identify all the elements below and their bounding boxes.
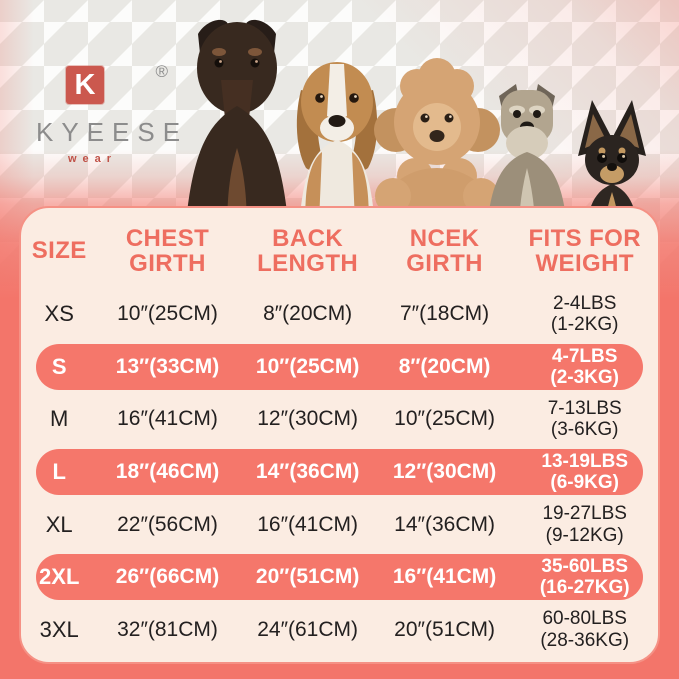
column-header-2: BACK LENGTH: [257, 224, 359, 277]
cell-size: 2XL: [39, 564, 80, 590]
cell-size: L: [52, 459, 66, 485]
table-row-l: L 18″(46CM) 14″(36CM) 12″(30CM) 13-19LBS (6-9…: [21, 446, 658, 499]
cell-chest: 13″(33CM): [115, 354, 220, 378]
cell-chest: 26″(66CM): [115, 565, 220, 589]
cell-neck: 7″(18CM): [400, 302, 490, 326]
cell-neck: 14″(36CM): [394, 512, 495, 536]
cell-back: 16″(41CM): [257, 512, 359, 536]
column-header-0: SIZE: [31, 237, 87, 265]
cell-weight: 4-7LBS (2-3KG): [550, 345, 620, 388]
cell-neck: 20″(51CM): [394, 617, 495, 641]
cell-back: 20″(51CM): [255, 565, 360, 589]
brand-k-icon: K: [66, 66, 104, 104]
brand-name: KYEESE: [36, 117, 189, 147]
cell-chest: 18″(46CM): [115, 460, 220, 484]
table-row-2xl: 2XL 26″(66CM) 20″(51CM) 16″(41CM) 35-60LBS (1…: [21, 551, 658, 604]
cell-neck: 16″(41CM): [392, 565, 497, 589]
table-row-xl: XL 22″(56CM) 16″(41CM) 14″(36CM) 19-27LBS (9-…: [21, 498, 658, 551]
cell-back: 10″(25CM): [255, 354, 360, 378]
cell-neck: 12″(30CM): [392, 460, 497, 484]
brand-subtitle: wear: [68, 153, 118, 165]
cell-weight: 35-60LBS (16-27KG): [539, 555, 630, 599]
cell-chest: 22″(56CM): [117, 512, 218, 536]
registered-trademark-icon: ®: [155, 62, 168, 81]
cell-back: 8″(20CM): [263, 302, 353, 326]
cell-chest: 32″(81CM): [117, 617, 218, 641]
table-header-row: SIZE CHEST GIRTH BACK LENGTH NCEK GIRTH FITS FO…: [21, 208, 658, 284]
cell-neck: 8″(20CM): [398, 354, 491, 378]
cell-weight: 60-80LBS (28-36KG): [540, 608, 630, 651]
cell-back: 12″(30CM): [257, 407, 359, 431]
cell-size: S: [51, 353, 67, 379]
table-row-m: M 16″(41CM) 12″(30CM) 10″(25CM) 7-13LBS (3-6K…: [21, 393, 658, 446]
cell-weight: 7-13LBS (3-6KG): [547, 398, 622, 441]
column-header-4: FITS FOR WEIGHT: [528, 224, 641, 277]
cell-weight: 19-27LBS (9-12KG): [542, 503, 627, 546]
table-row-3xl: 3XL 32″(81CM) 24″(61CM) 20″(51CM) 60-80LBS (2…: [21, 603, 658, 656]
column-header-1: CHEST GIRTH: [125, 224, 210, 277]
cell-chest: 16″(41CM): [117, 407, 218, 431]
cell-back: 24″(61CM): [257, 617, 359, 641]
table-row-xs: XS 10″(25CM) 8″(20CM) 7″(18CM) 2-4LBS (1-2KG): [21, 288, 658, 341]
cell-weight: 13-19LBS (6-9KG): [541, 450, 628, 494]
cell-chest: 10″(25CM): [117, 302, 218, 326]
cell-neck: 10″(25CM): [394, 407, 495, 431]
size-table-body: XS 10″(25CM) 8″(20CM) 7″(18CM) 2-4LBS (1-2KG)…: [21, 288, 658, 656]
size-chart-panel: SIZE CHEST GIRTH BACK LENGTH NCEK GIRTH FITS FO…: [19, 206, 660, 664]
brand-logo: K ® KYEESE wear: [36, 62, 189, 165]
table-row-s: S 13″(33CM) 10″(25CM) 8″(20CM) 4-7LBS (2-3KG): [21, 341, 658, 394]
cell-size: 3XL: [39, 616, 79, 642]
cell-back: 14″(36CM): [255, 460, 360, 484]
cell-size: XL: [45, 511, 73, 537]
column-header-3: NCEK GIRTH: [406, 224, 483, 277]
cell-size: XS: [44, 301, 74, 327]
brand-logo-row: K ®: [36, 62, 174, 110]
dog-beagle: [296, 62, 378, 246]
cell-size: M: [50, 406, 69, 432]
cell-weight: 2-4LBS (1-2KG): [550, 293, 619, 336]
